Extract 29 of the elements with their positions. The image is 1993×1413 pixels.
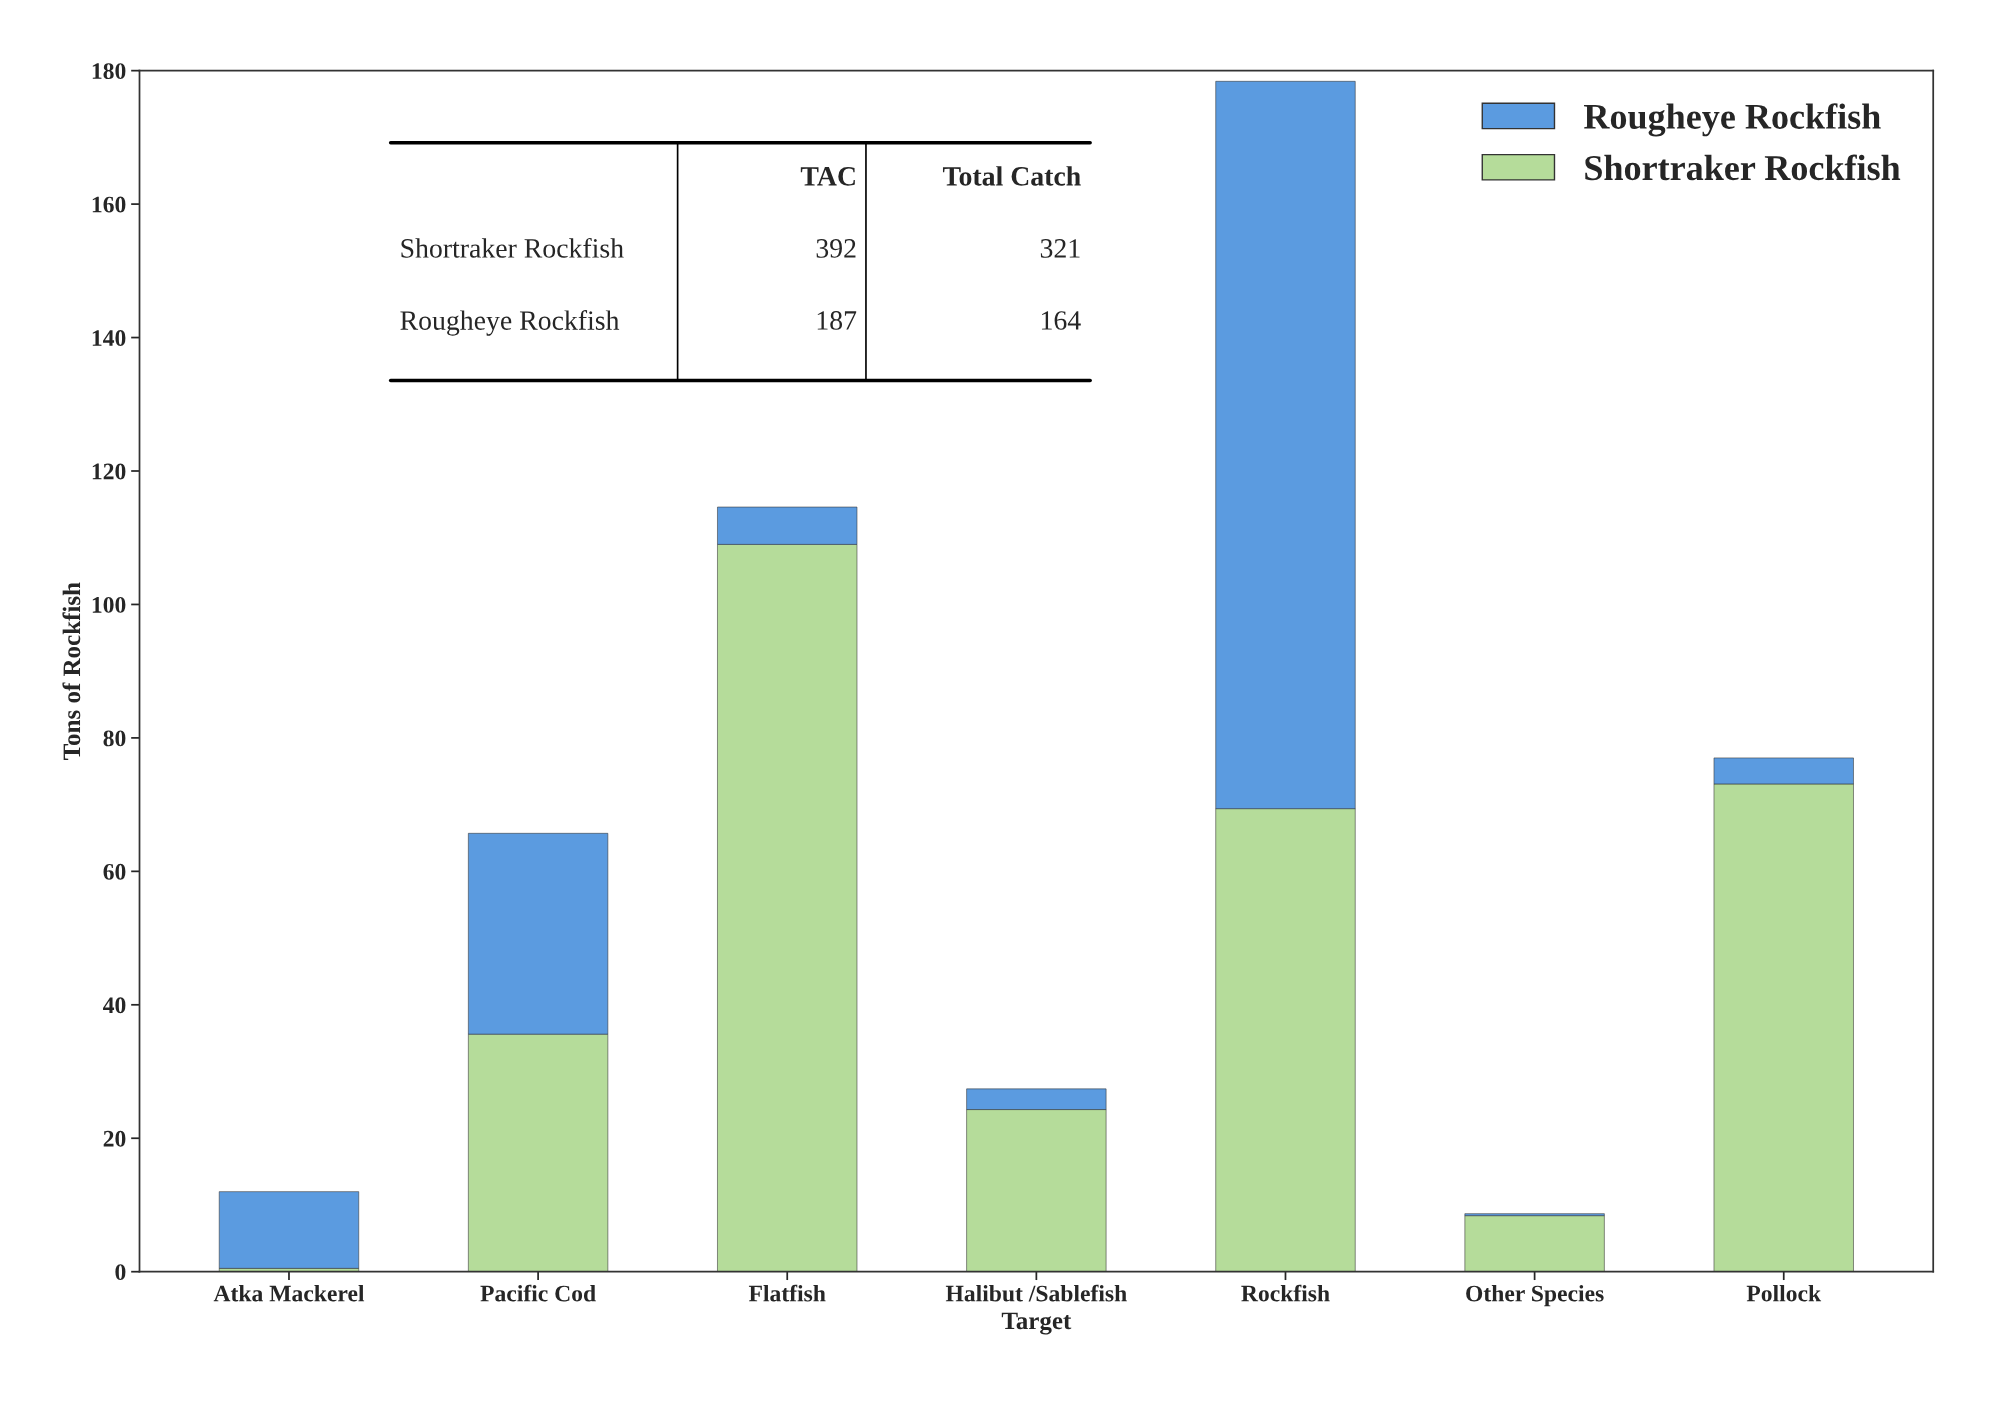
annotation: 392 (816, 239, 856, 258)
y-tick-label: 180 (92, 63, 126, 80)
x-tick-label: Flatfish (748, 1284, 826, 1302)
y-axis-title: Tons of Rockfish (62, 582, 81, 760)
y-tick-label: 20 (103, 1130, 126, 1147)
x-tick-label: Atka Mackerel (213, 1284, 365, 1302)
annotation: 187 (817, 311, 857, 330)
x-tick-label: Pacific Cod (480, 1284, 596, 1302)
x-tick-label: Halibut /Sablefish (945, 1284, 1127, 1302)
y-tick-label: 40 (103, 997, 126, 1014)
annotation: 164 (1041, 311, 1081, 330)
x-tick-label: Rockfish (1241, 1284, 1330, 1302)
legend-label: Shortraker Rockfish (1585, 154, 1901, 181)
y-tick-label: 140 (92, 330, 126, 346)
y-tick-label: 160 (92, 196, 126, 213)
annotation: Total Catch (942, 166, 1081, 186)
y-tick-label: 60 (103, 863, 126, 880)
y-tick-label: 120 (92, 463, 126, 480)
annotation: TAC (800, 167, 855, 186)
x-axis-title: Target (1001, 1312, 1072, 1335)
annotation: Shortraker Rockfish (401, 237, 624, 258)
y-tick-label: 80 (103, 730, 126, 747)
annotation: 321 (1040, 239, 1080, 258)
annotation: Rougheye Rockfish (400, 310, 620, 336)
y-tick-label: 100 (92, 596, 126, 613)
x-tick-label: Other Species (1466, 1284, 1604, 1307)
legend-label: Rougheye Rockfish (1583, 103, 1881, 137)
y-tick-label: 0 (115, 1264, 126, 1281)
x-tick-label: Pollock (1746, 1284, 1822, 1302)
